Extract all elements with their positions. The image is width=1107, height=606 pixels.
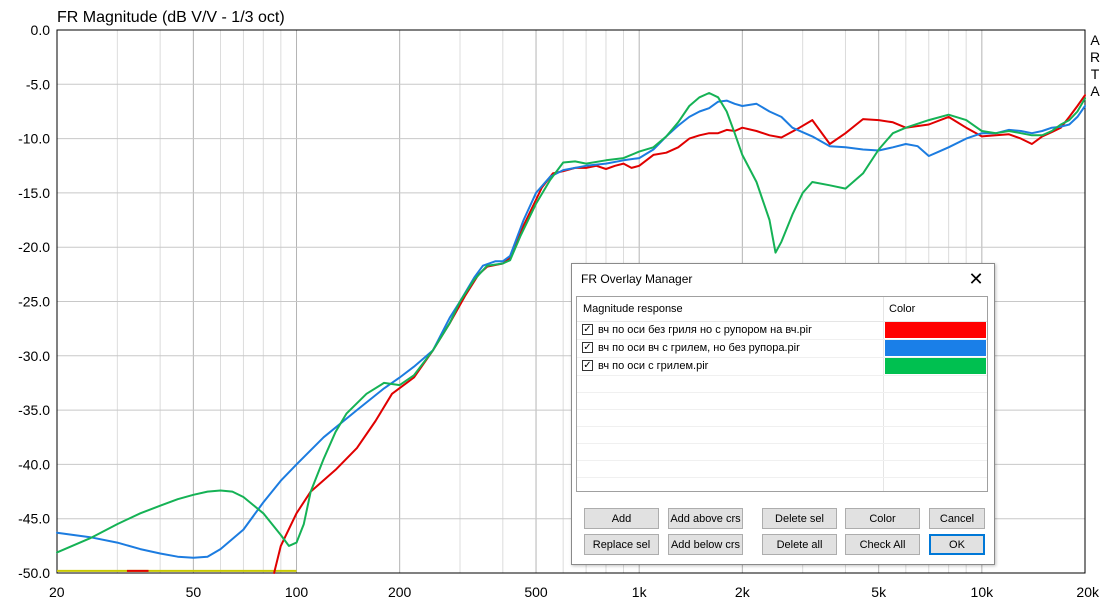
row-label: вч по оси вч с грилем, но без рупора.pir (598, 342, 800, 354)
color-swatch[interactable] (885, 358, 986, 374)
x-tick-label: 500 (524, 584, 548, 600)
row-divider (577, 339, 987, 340)
dialog-title: FR Overlay Manager (581, 272, 693, 286)
y-tick-label: 0.0 (31, 22, 51, 38)
y-tick-label: -15.0 (18, 185, 50, 201)
x-tick-label: 20 (49, 584, 65, 600)
brand-letter: A (1090, 83, 1100, 99)
row-divider (577, 375, 987, 376)
y-tick-label: -45.0 (18, 511, 50, 527)
brand-letter: T (1091, 66, 1100, 82)
close-icon[interactable]: ✕ (968, 269, 984, 289)
column-divider (883, 297, 884, 491)
plot-frame (56, 29, 1086, 574)
x-tick-label: 200 (388, 584, 412, 600)
replace-sel-button[interactable]: Replace sel (584, 534, 659, 555)
y-tick-label: -20.0 (18, 239, 50, 255)
row-divider (577, 443, 987, 444)
y-tick-label: -50.0 (18, 565, 50, 581)
check-all-button[interactable]: Check All (845, 534, 920, 555)
list-item[interactable]: ✓ вч по оси вч с грилем, но без рупора.p… (577, 340, 987, 357)
y-tick-label: -25.0 (18, 294, 50, 310)
brand-letter: A (1090, 32, 1100, 48)
x-tick-label: 5k (871, 584, 887, 600)
y-tick-label: -30.0 (18, 348, 50, 364)
row-checkbox[interactable]: ✓ (582, 324, 593, 335)
list-item[interactable]: ✓ вч по оси без гриля но с рупором на вч… (577, 322, 987, 339)
y-tick-label: -35.0 (18, 402, 50, 418)
row-divider (577, 409, 987, 410)
y-tick-label: -10.0 (18, 131, 50, 147)
fr-overlay-manager-dialog: FR Overlay Manager ✕ Magnitude response … (571, 263, 995, 565)
chart-title: FR Magnitude (dB V/V - 1/3 oct) (57, 9, 285, 26)
x-tick-label: 2k (735, 584, 751, 600)
cancel-button[interactable]: Cancel (929, 508, 985, 529)
x-tick-label: 50 (186, 584, 202, 600)
chart-axes: 0.0 -5.0 -10.0 -15.0 -20.0 -25.0 -30.0 -35.0 -40… (18, 22, 1100, 600)
x-tick-label: 10k (971, 584, 995, 600)
list-header: Magnitude response Color (577, 297, 987, 322)
overlay-list[interactable]: Magnitude response Color ✓ вч по оси без… (576, 296, 988, 492)
row-checkbox[interactable]: ✓ (582, 342, 593, 353)
y-tick-label: -40.0 (18, 456, 50, 472)
add-below-crs-button[interactable]: Add below crs (668, 534, 743, 555)
row-label: вч по оси с грилем.pir (598, 360, 709, 372)
y-tick-label: -5.0 (26, 76, 50, 92)
row-divider (577, 392, 987, 393)
column-header-color[interactable]: Color (889, 303, 916, 315)
column-header-magnitude[interactable]: Magnitude response (583, 303, 683, 315)
row-divider (577, 477, 987, 478)
dialog-titlebar[interactable]: FR Overlay Manager ✕ (572, 264, 994, 294)
x-tick-label: 1k (632, 584, 648, 600)
x-tick-label: 100 (285, 584, 309, 600)
list-item[interactable]: ✓ вч по оси с грилем.pir (577, 358, 987, 375)
delete-all-button[interactable]: Delete all (762, 534, 837, 555)
row-divider (577, 426, 987, 427)
x-tick-label: 20k (1076, 584, 1100, 600)
color-button[interactable]: Color (845, 508, 920, 529)
brand-letter: R (1090, 49, 1100, 65)
row-divider (577, 460, 987, 461)
add-above-crs-button[interactable]: Add above crs (668, 508, 743, 529)
add-button[interactable]: Add (584, 508, 659, 529)
row-divider (577, 357, 987, 358)
color-swatch[interactable] (885, 322, 986, 338)
row-label: вч по оси без гриля но с рупором на вч.p… (598, 324, 812, 336)
delete-sel-button[interactable]: Delete sel (762, 508, 837, 529)
row-checkbox[interactable]: ✓ (582, 360, 593, 371)
color-swatch[interactable] (885, 340, 986, 356)
ok-button[interactable]: OK (929, 534, 985, 555)
chart-series (56, 92, 1086, 574)
series-line-3 (56, 92, 1086, 554)
